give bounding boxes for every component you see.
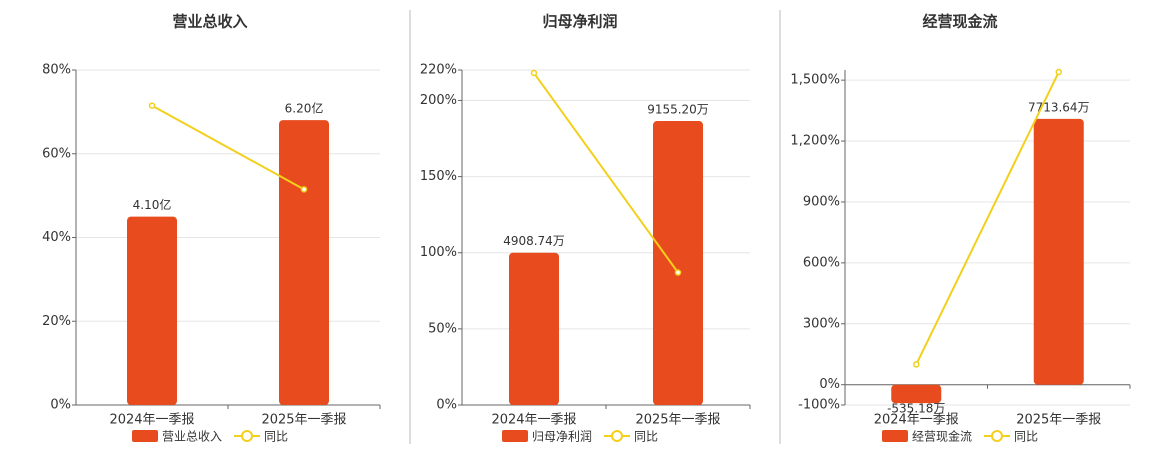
x-tick-label: 2024年一季报: [874, 413, 959, 428]
legend-label: 同比: [1014, 430, 1038, 444]
x-tick-label: 2025年一季报: [261, 413, 346, 428]
legend-swatch: [882, 430, 908, 442]
legend-label: 经营现金流: [912, 429, 972, 444]
bar: [653, 121, 703, 405]
y-tick-label: 0%: [50, 398, 71, 413]
y-tick-label: 600%: [803, 255, 840, 270]
y-tick-label: 900%: [803, 194, 840, 209]
bar: [509, 252, 559, 405]
legend-swatch: [991, 430, 1004, 442]
y-tick-label: 1,200%: [790, 134, 840, 149]
value-label: -535.18万: [887, 402, 945, 416]
chart-title: 归母净利润: [542, 13, 617, 31]
x-tick-label: 2024年一季报: [109, 413, 194, 428]
line: [151, 104, 305, 191]
x-tick-label: 2025年一季报: [635, 413, 720, 428]
value-label: 4.10亿: [133, 197, 172, 212]
y-tick-label: 100%: [420, 245, 457, 260]
bar: [127, 216, 177, 405]
line-marker: [530, 69, 538, 77]
y-tick-label: 40%: [42, 230, 71, 245]
y-tick-label: 0%: [819, 377, 840, 392]
legend-swatch: [502, 430, 528, 442]
line-marker: [913, 361, 920, 368]
value-label: 9155.20万: [647, 103, 709, 117]
y-tick-label: 0%: [436, 398, 457, 413]
line-marker: [1055, 68, 1062, 76]
bar: [1033, 118, 1084, 385]
x-tick-label: 2024年一季报: [491, 413, 576, 428]
chart-title: 营业总收入: [172, 13, 247, 31]
legend-swatch: [241, 430, 254, 442]
y-tick-label: 150%: [420, 169, 457, 184]
legend-label: 同比: [264, 430, 288, 444]
y-tick-label: -100%: [798, 398, 840, 413]
line-marker: [148, 102, 156, 109]
chart-title: 经营现金流: [922, 13, 997, 31]
bar: [891, 384, 942, 404]
legend-swatch: [132, 430, 158, 442]
legend-label: 同比: [634, 430, 658, 444]
y-tick-label: 220%: [420, 63, 457, 78]
y-tick-label: 1,500%: [790, 73, 840, 88]
line-marker: [674, 269, 682, 276]
line-marker: [300, 186, 308, 193]
y-tick-label: 50%: [428, 321, 457, 336]
y-tick-label: 80%: [42, 63, 71, 78]
y-tick-label: 200%: [420, 93, 457, 108]
legend-swatch: [611, 430, 624, 442]
line: [533, 72, 679, 274]
y-tick-label: 20%: [42, 314, 71, 329]
x-tick-label: 2025年一季报: [1016, 413, 1101, 428]
y-tick-label: 60%: [42, 146, 71, 161]
value-label: 7713.64万: [1028, 100, 1090, 114]
line: [915, 71, 1060, 365]
bar: [279, 120, 329, 405]
value-label: 6.20亿: [285, 101, 324, 116]
y-tick-label: 300%: [803, 316, 840, 331]
value-label: 4908.74万: [503, 234, 565, 248]
legend-label: 归母净利润: [532, 430, 592, 444]
legend-label: 营业总收入: [162, 430, 222, 444]
